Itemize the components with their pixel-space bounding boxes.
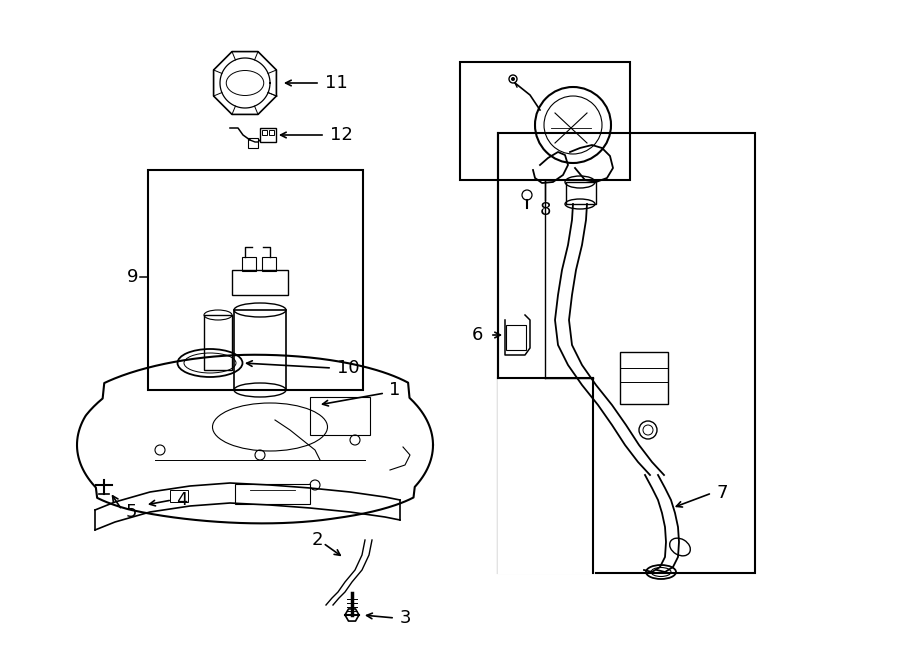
Bar [498, 133, 755, 573]
Bar [148, 170, 363, 390]
Bar [235, 484, 310, 504]
Bar [242, 257, 256, 271]
Bar [248, 138, 258, 148]
Text: 2: 2 [311, 531, 323, 549]
Text: 11: 11 [325, 74, 347, 92]
Bar [170, 490, 188, 502]
Text: 5: 5 [126, 503, 138, 521]
Bar [269, 130, 274, 135]
Text: 8: 8 [539, 201, 551, 219]
Bar [260, 128, 276, 142]
Text: 3: 3 [400, 609, 411, 627]
Bar [310, 397, 370, 435]
Bar [262, 257, 276, 271]
Text: 6: 6 [472, 326, 483, 344]
Bar [204, 315, 232, 370]
Bar [232, 270, 288, 295]
Bar [460, 62, 630, 180]
Text: 1: 1 [389, 381, 400, 399]
Bar [566, 182, 596, 204]
Text: 4: 4 [176, 491, 187, 509]
Bar [620, 352, 668, 404]
Bar [234, 310, 286, 390]
Text: 12: 12 [330, 126, 353, 144]
Text: 7: 7 [716, 484, 727, 502]
Bar [506, 325, 526, 350]
Text: 10: 10 [337, 359, 360, 377]
Bar [498, 378, 593, 573]
Bar [262, 130, 267, 135]
Text: 9: 9 [127, 268, 138, 286]
Circle shape [511, 77, 515, 81]
